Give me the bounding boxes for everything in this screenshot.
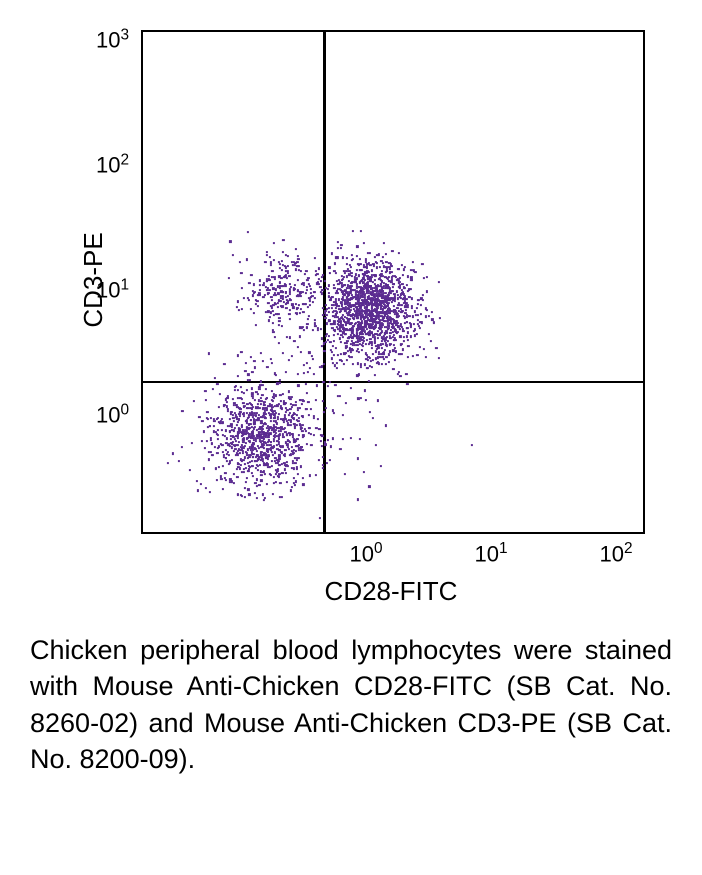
scatter-plot-area [141,30,645,534]
figure-caption: Chicken peripheral blood lymphocytes wer… [30,632,672,778]
flow-cytometry-chart: CD3-PE 100101102103 CD28-FITC 1001011021… [41,30,661,607]
x-axis-label: CD28-FITC [141,576,641,607]
